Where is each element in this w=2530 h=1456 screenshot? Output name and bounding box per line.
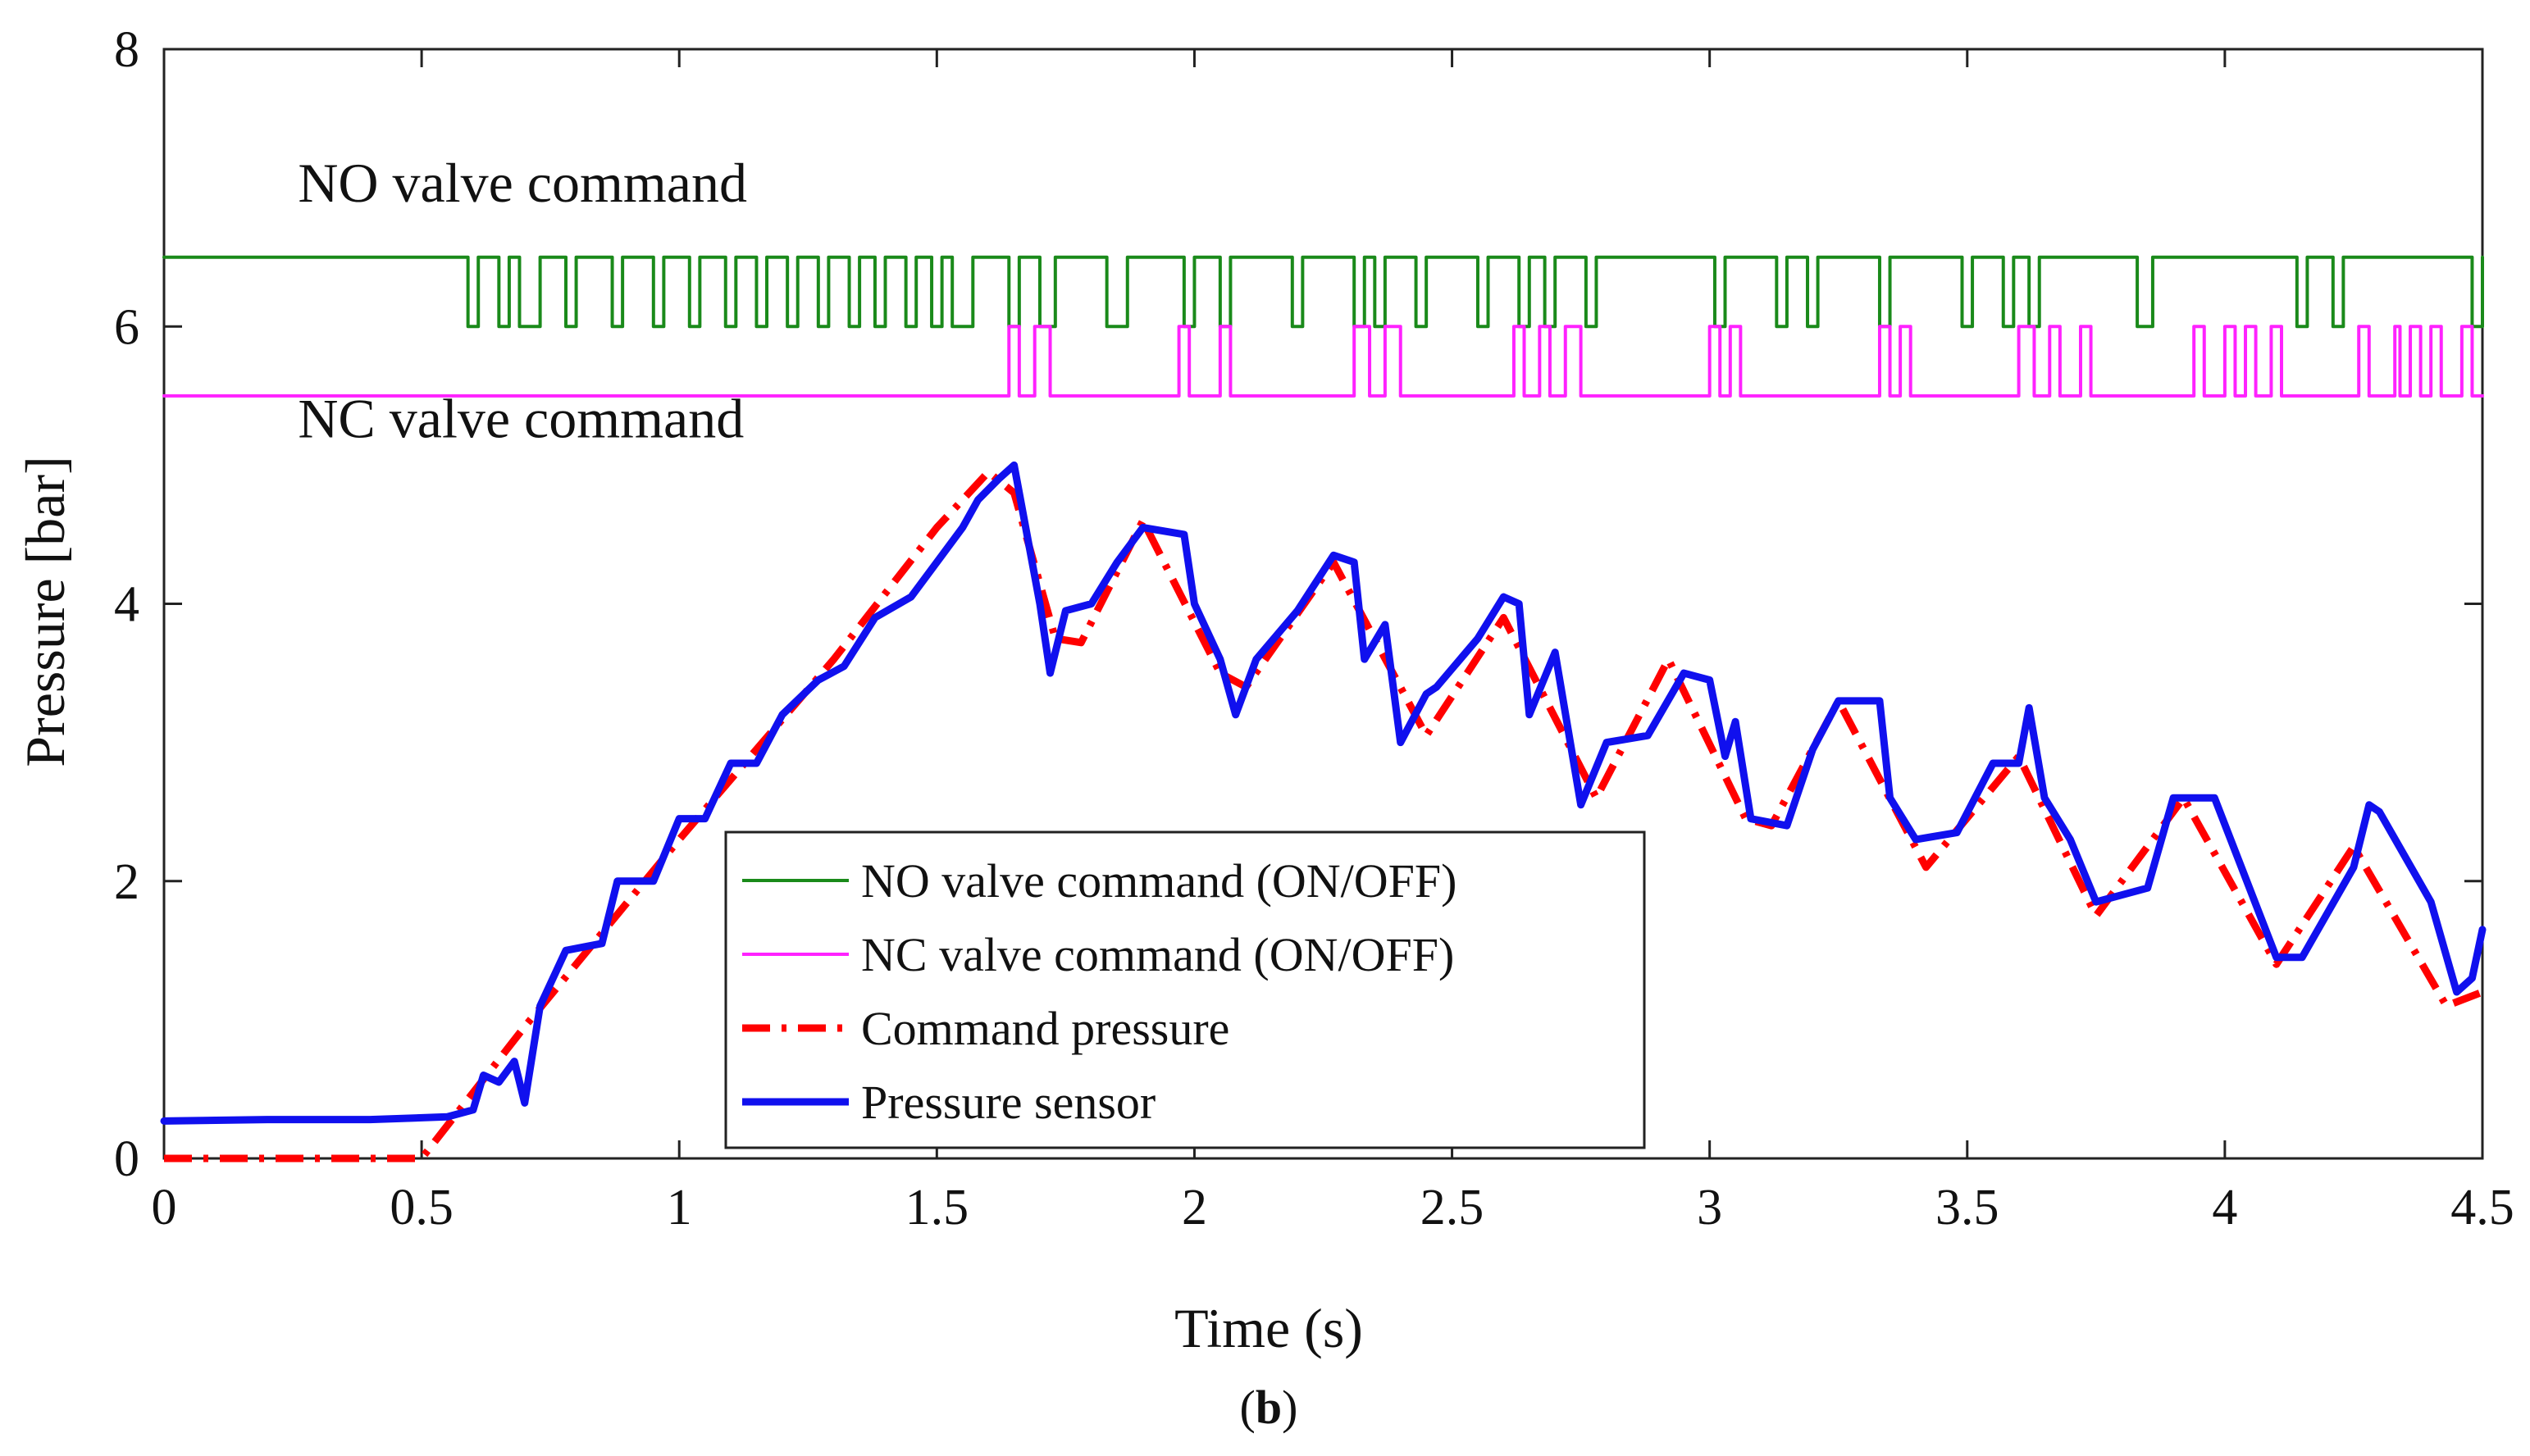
- caption-letter: b: [1256, 1381, 1282, 1434]
- x-tick-label: 3.5: [1935, 1180, 1999, 1235]
- x-tick-label: 2: [1182, 1180, 1207, 1235]
- x-tick-label: 0: [152, 1180, 177, 1235]
- figure-caption: (b): [1240, 1381, 1298, 1434]
- y-tick-label: 8: [114, 22, 139, 78]
- series-pressure-sensor: [160, 461, 2487, 1125]
- x-tick-label: 1.5: [905, 1180, 969, 1235]
- y-tick-label: 2: [114, 854, 139, 910]
- legend-label-command-pressure: Command pressure: [861, 1002, 1229, 1055]
- annotation-nc-valve: NC valve command: [298, 388, 744, 450]
- y-tick-label: 0: [114, 1131, 139, 1187]
- x-tick-label: 4.5: [2450, 1180, 2514, 1235]
- x-tick-label: 3: [1697, 1180, 1722, 1235]
- legend-label-pressure-sensor: Pressure sensor: [861, 1076, 1156, 1129]
- x-axis-title: Time (s): [1174, 1297, 1363, 1359]
- y-axis-title: Pressure [bar]: [14, 456, 76, 767]
- y-tick-label: 6: [114, 299, 139, 355]
- caption-open: (: [1240, 1381, 1256, 1434]
- legend-label-nc-valve: NC valve command (ON/OFF): [861, 928, 1454, 981]
- series-nc-valve-command: [162, 325, 2484, 398]
- x-tick-label: 1: [667, 1180, 692, 1235]
- x-tick-label: 0.5: [390, 1180, 454, 1235]
- legend-label-no-valve: NO valve command (ON/OFF): [861, 854, 1457, 908]
- legend-box: [724, 830, 1646, 1149]
- legend: NO valve command (ON/OFF) NC valve comma…: [724, 830, 1646, 1149]
- annotation-no-valve: NO valve command: [298, 152, 747, 214]
- y-tick-label: 4: [114, 577, 139, 633]
- series-command-pressure: [164, 468, 2484, 1163]
- x-tick-label: 2.5: [1420, 1180, 1484, 1235]
- x-tick-label: 4: [2212, 1180, 2237, 1235]
- series-no-valve-command: [162, 255, 2484, 329]
- caption-close: ): [1282, 1381, 1297, 1434]
